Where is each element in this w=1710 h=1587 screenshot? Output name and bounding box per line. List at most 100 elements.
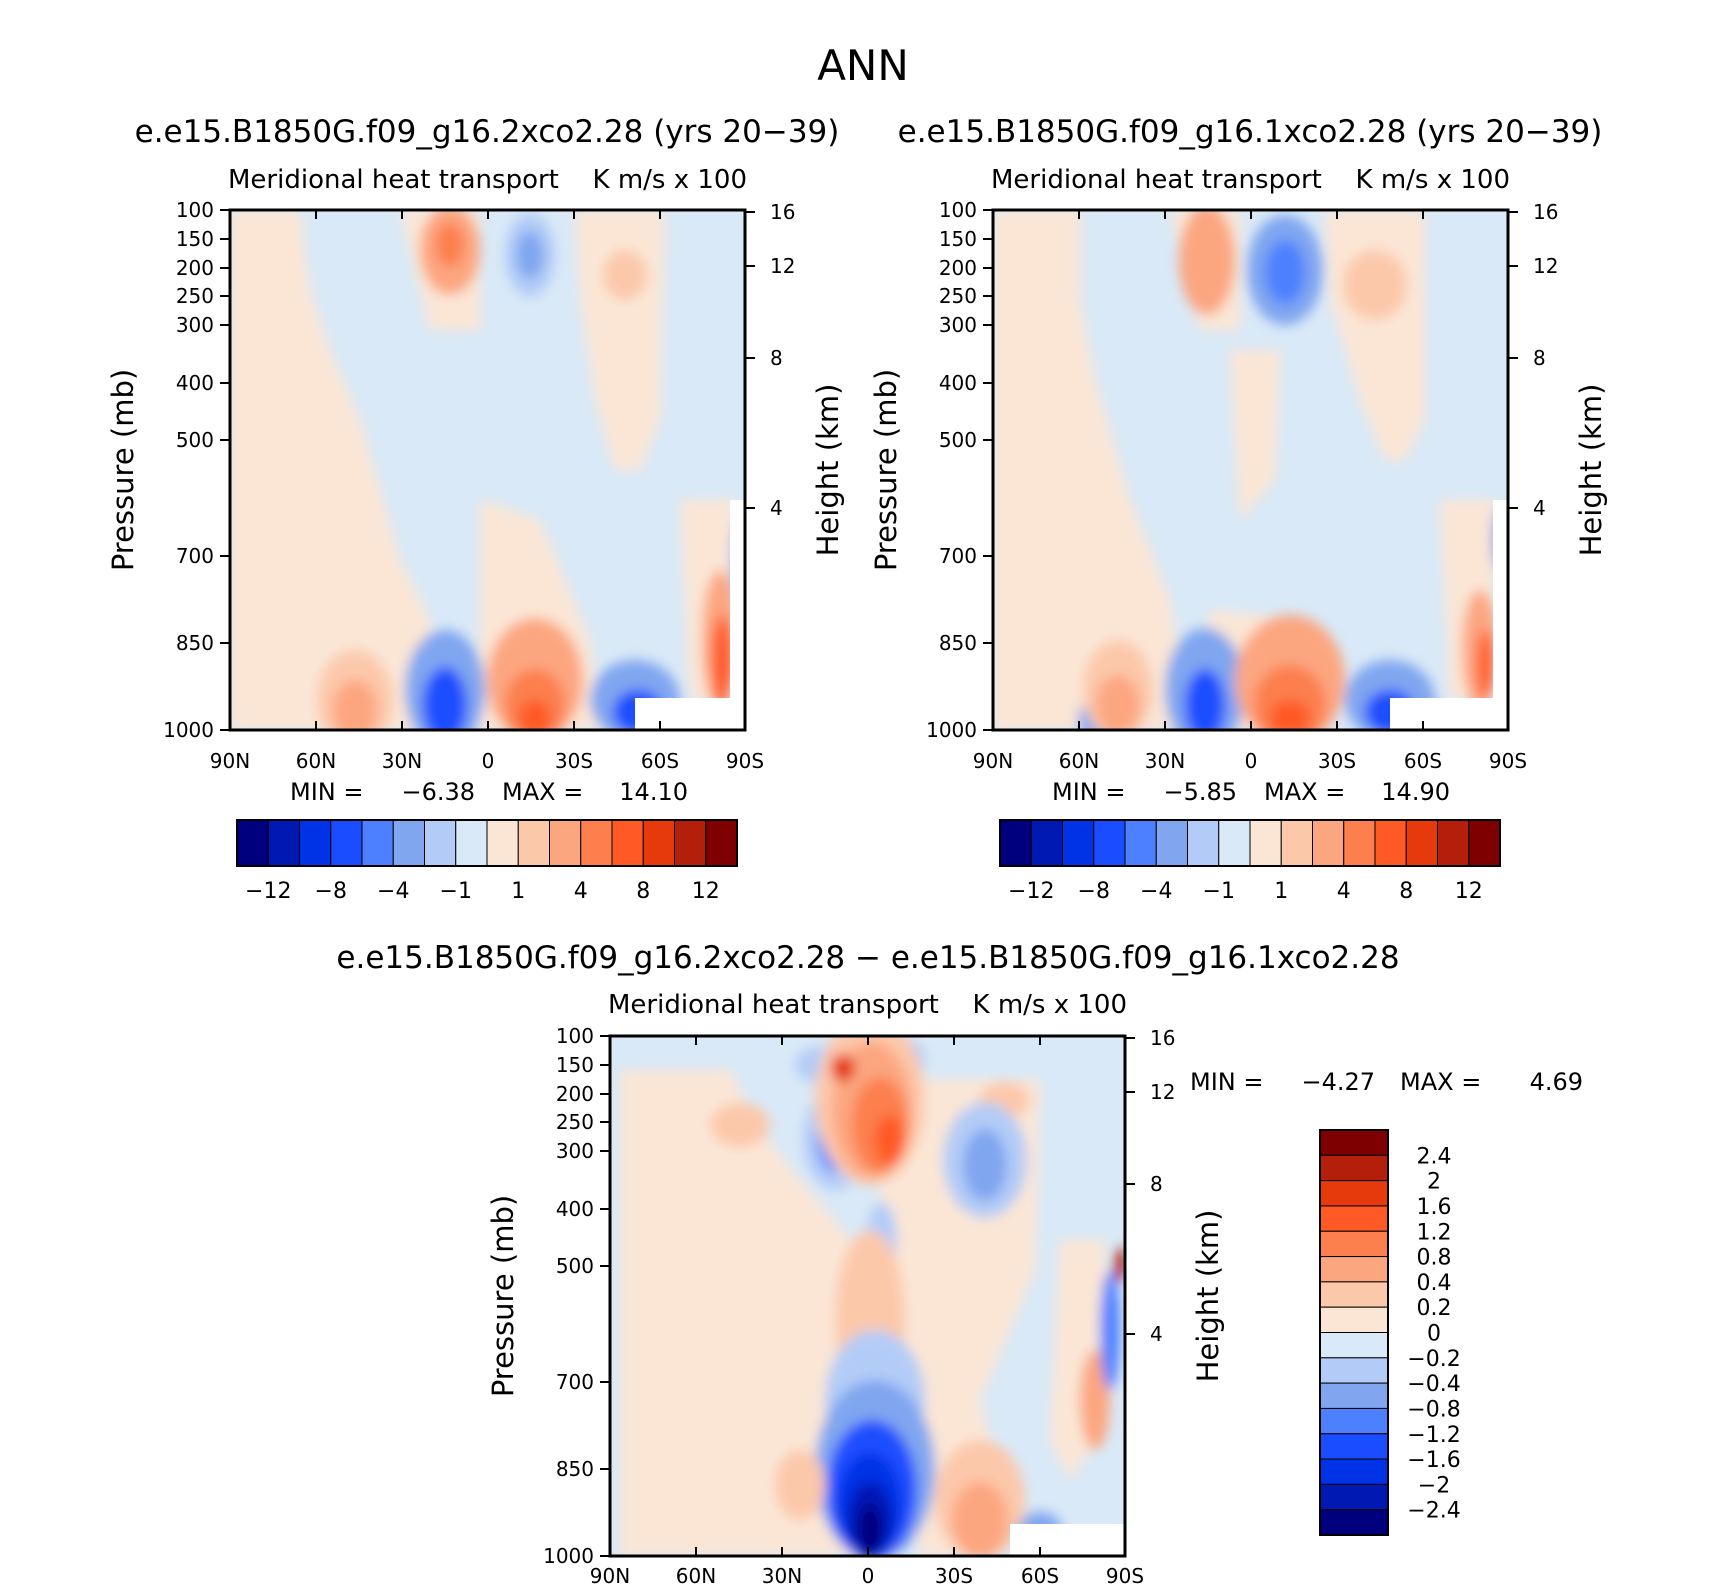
panel-3-units: K m/s x 100 [973, 990, 1128, 1020]
panel-3-colorbar-swatch [1319, 1357, 1389, 1384]
panel-1-max-value: 14.10 [619, 778, 688, 806]
panel-1-colorbar-label: 12 [692, 879, 720, 904]
panel-2-colorbar-label: 8 [1399, 879, 1413, 904]
panel-2-colorbar: −12 −8 −4 −1 1 4 8 12 [999, 819, 1501, 904]
panel-2-colorbar-label: −12 [1008, 879, 1054, 904]
panel-1-lat-90n: 90N [210, 749, 250, 773]
panel-1-lat-90s: 90S [726, 749, 764, 773]
panel-1-colorbar-swatch [674, 819, 707, 867]
panel-1-colorbar-swatch [361, 819, 394, 867]
panel-1-ptick-200: 200 [176, 256, 214, 280]
panel-1-htick-4: 4 [770, 496, 783, 520]
panel-2-lat-60s: 60S [1404, 749, 1442, 773]
panel-2: e.e15.B1850G.f09_g16.1xco2.28 (yrs 20−39… [869, 114, 1608, 904]
panel-3-lat-90s: 90S [1106, 1564, 1144, 1587]
panel-3-contour-field [610, 1036, 1125, 1556]
panel-1-colorbar-label: −12 [245, 879, 291, 904]
panel-2-lat-30s: 30S [1318, 749, 1356, 773]
panel-3-min-label: MIN = [1190, 1068, 1263, 1096]
panel-1-colorbar-frame [236, 819, 738, 867]
panel-2-colorbar-swatch [1249, 819, 1282, 867]
panel-2-lat-90s: 90S [1489, 749, 1527, 773]
panel-2-ptick-700: 700 [939, 544, 977, 568]
panel-1-htick-12: 12 [770, 254, 795, 278]
panel-1-colorbar-label: −1 [440, 879, 472, 904]
panel-2-lat-60n: 60N [1059, 749, 1099, 773]
panel-1-colorbar-swatch [330, 819, 363, 867]
panel-3-ptick-100: 100 [556, 1024, 594, 1048]
panel-3-lat-30s: 30S [935, 1564, 973, 1587]
panel-2-lat-0: 0 [1245, 749, 1258, 773]
panel-3-ptick-700: 700 [556, 1370, 594, 1394]
panel-3-colorbar-label: 2.4 [1417, 1144, 1452, 1169]
panel-3-colorbar-label: −1.2 [1407, 1423, 1460, 1448]
panel-1-colorbar-label: −8 [315, 879, 347, 904]
panel-3-colorbar-frame [1319, 1129, 1389, 1536]
panel-3-colorbar-label: −2.4 [1407, 1499, 1460, 1524]
panel-1: e.e15.B1850G.f09_g16.2xco2.28 (yrs 20−39… [106, 114, 845, 904]
panel-3-colorbar-swatch [1319, 1256, 1389, 1283]
panel-2-colorbar-swatch [999, 819, 1032, 867]
panel-1-min-value: −6.38 [401, 778, 475, 806]
panel-1-ptick-250: 250 [176, 284, 214, 308]
panel-3-colorbar-swatch [1319, 1382, 1389, 1409]
panel-3-ptick-1000: 1000 [543, 1544, 594, 1568]
panel-3-lat-60n: 60N [676, 1564, 716, 1587]
panel-2-ptick-1000: 1000 [926, 718, 977, 742]
panel-1-lat-0: 0 [482, 749, 495, 773]
panel-1-ylabel-right: Height (km) [811, 384, 845, 557]
panel-3-colorbar-label: 0.8 [1417, 1246, 1452, 1271]
panel-3-max-label: MAX = [1400, 1068, 1481, 1096]
panel-2-colorbar-label: −1 [1203, 879, 1235, 904]
panel-2-colorbar-label: −4 [1140, 879, 1172, 904]
panel-3-colorbar-label: −0.4 [1407, 1372, 1460, 1397]
panel-1-ptick-400: 400 [176, 371, 214, 395]
panel-2-colorbar-swatch [1218, 819, 1251, 867]
panel-2-min-label: MIN = [1052, 778, 1125, 806]
panel-1-ptick-850: 850 [176, 631, 214, 655]
panel-1-lat-60s: 60S [641, 749, 679, 773]
panel-3-colorbar: 2.421.61.20.80.40.20−0.2−0.4−0.8−1.2−1.6… [1319, 1129, 1461, 1536]
panel-3-htick-16: 16 [1150, 1026, 1175, 1050]
panel-3-colorbar-swatch [1319, 1407, 1389, 1435]
panel-2-ptick-500: 500 [939, 428, 977, 452]
panel-3-colorbar-swatch [1319, 1483, 1389, 1511]
panel-3-tick-marks [600, 1035, 1135, 1557]
panel-3-min-value: −4.27 [1301, 1068, 1375, 1096]
panel-2-var-title: Meridional heat transport [991, 165, 1322, 195]
panel-3-colorbar-swatch [1319, 1129, 1389, 1156]
panel-3-colorbar-swatch [1319, 1230, 1389, 1258]
panel-1-htick-16: 16 [770, 200, 795, 224]
panel-2-colorbar-label: 1 [1274, 879, 1288, 904]
panel-2-colorbar-swatch [1187, 819, 1220, 867]
panel-1-colorbar-swatch [549, 819, 582, 867]
panel-3-colorbar-label: 0 [1427, 1322, 1441, 1347]
panel-3-lat-60s: 60S [1021, 1564, 1059, 1587]
panel-1-colorbar: −12 −8 −4 −1 1 4 8 12 [236, 819, 738, 904]
panel-2-colorbar-swatch [1280, 819, 1313, 867]
panel-2-colorbar-swatch [1155, 819, 1188, 867]
panel-2-colorbar-label: 4 [1337, 879, 1351, 904]
panel-3-lat-90n: 90N [590, 1564, 630, 1587]
panel-3-colorbar-label: −2 [1418, 1473, 1450, 1498]
panel-2-case-title: e.e15.B1850G.f09_g16.1xco2.28 (yrs 20−39… [898, 114, 1603, 150]
panel-2-ylabel: Pressure (mb) [869, 369, 903, 571]
panel-2-htick-16: 16 [1533, 200, 1558, 224]
panel-2-colorbar-swatch [1093, 819, 1126, 867]
panel-3-ylabel: Pressure (mb) [486, 1195, 520, 1397]
panel-3-ptick-400: 400 [556, 1197, 594, 1221]
panel-3-colorbar-label: −0.8 [1407, 1397, 1460, 1422]
panel-3-colorbar-label: 1.2 [1417, 1220, 1452, 1245]
panel-2-tick-marks [983, 209, 1518, 731]
panel-3-colorbar-swatch [1319, 1154, 1389, 1182]
panel-1-max-label: MAX = [502, 778, 583, 806]
panel-3-ptick-300: 300 [556, 1139, 594, 1163]
panel-3-lat-0: 0 [862, 1564, 875, 1587]
panel-1-colorbar-swatch [705, 819, 738, 867]
panel-3: e.e15.B1850G.f09_g16.2xco2.28 − e.e15.B1… [336, 940, 1583, 1587]
panel-2-colorbar-swatch [1437, 819, 1470, 867]
panel-3-ylabel-right: Height (km) [1191, 1210, 1225, 1383]
panel-1-colorbar-swatch [236, 819, 269, 867]
panel-3-colorbar-label: 2 [1427, 1170, 1441, 1195]
